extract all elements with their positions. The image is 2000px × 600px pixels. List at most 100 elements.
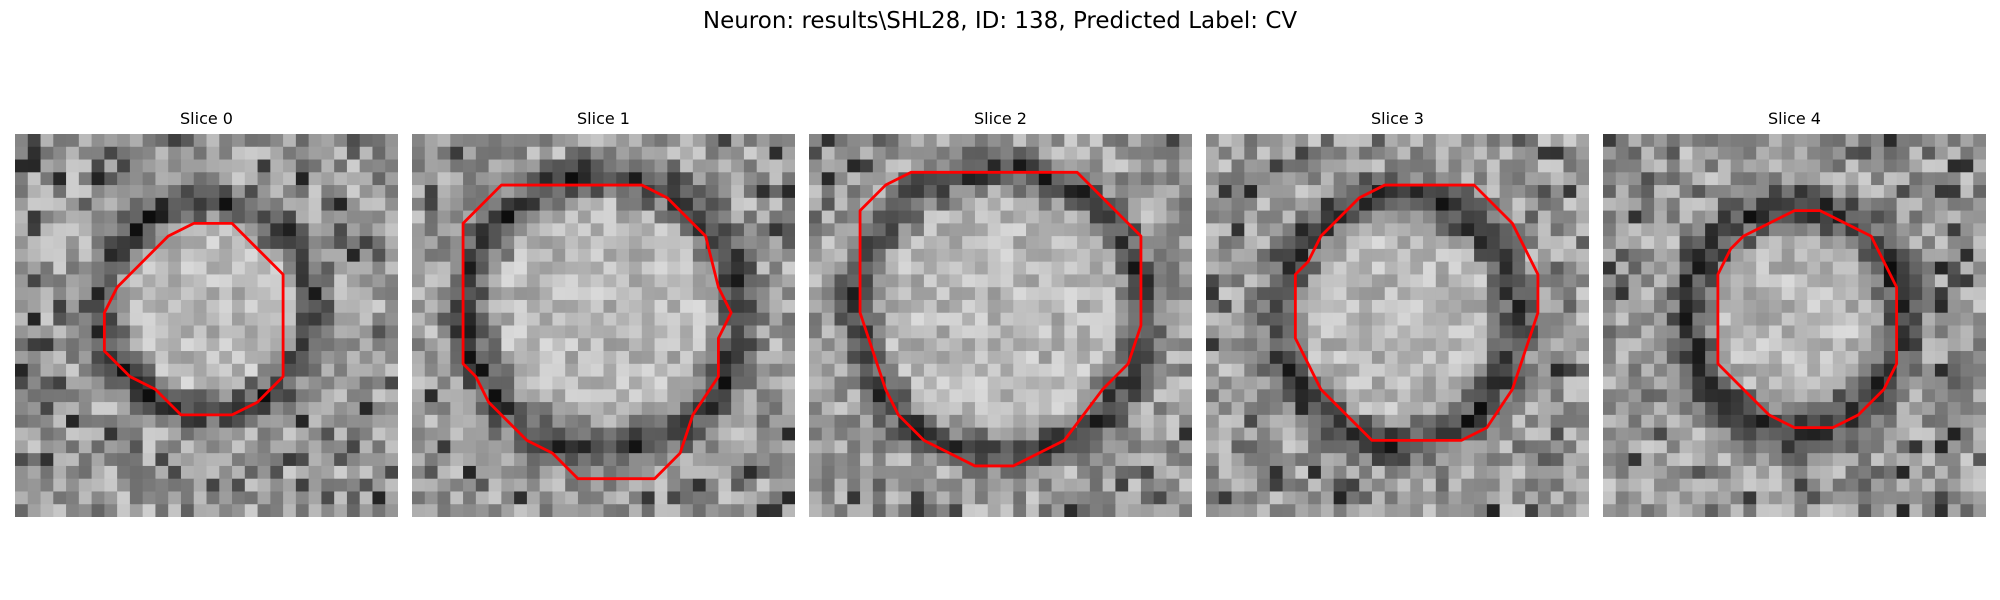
pixel [514, 338, 528, 352]
pixel [1384, 440, 1399, 454]
slice-panel-0: Slice 0 [15, 108, 398, 517]
pixel [1051, 363, 1065, 378]
pixel [514, 453, 528, 467]
pixel [577, 248, 592, 263]
pixel [1537, 453, 1552, 467]
pixel [514, 146, 528, 161]
pixel [1896, 363, 1910, 378]
pixel [1218, 159, 1233, 173]
pixel [232, 274, 246, 288]
pixel [15, 325, 29, 339]
pixel [270, 440, 284, 454]
pixel [1486, 363, 1501, 378]
pixel [1435, 389, 1450, 403]
pixel [1397, 287, 1411, 301]
pixel [450, 402, 464, 416]
pixel [1244, 363, 1258, 378]
pixel [539, 351, 553, 365]
pixel [1140, 402, 1155, 416]
pixel [219, 248, 233, 263]
pixel [1960, 172, 1974, 186]
pixel [898, 185, 912, 199]
pixel [821, 440, 836, 454]
pixel [1179, 197, 1192, 212]
pixel [898, 478, 912, 492]
pixel [1934, 299, 1949, 314]
pixel [1371, 299, 1386, 314]
pixel [1896, 236, 1910, 250]
pixel [692, 236, 707, 250]
pixel [898, 299, 912, 314]
pixel [1807, 465, 1821, 480]
pixel [1140, 159, 1155, 173]
pixel [1153, 223, 1167, 237]
pixel [463, 325, 477, 339]
pixel [629, 478, 643, 492]
pixel [437, 185, 451, 199]
pixel [437, 134, 451, 148]
pixel [1730, 274, 1744, 288]
pixel [168, 491, 182, 505]
pixel [1140, 134, 1155, 148]
pixel [949, 172, 963, 186]
pixel [1679, 299, 1693, 314]
pixel [1461, 287, 1475, 301]
pixel [1026, 287, 1040, 301]
pixel [1064, 363, 1078, 378]
pixel [1781, 325, 1796, 339]
pixel [974, 504, 989, 517]
pixel [680, 363, 694, 378]
pixel [463, 261, 477, 275]
pixel [1692, 504, 1706, 517]
pixel [488, 146, 502, 161]
pixel [1206, 440, 1220, 454]
pixel [1845, 504, 1859, 517]
pixel [1896, 478, 1910, 492]
pixel [1295, 236, 1309, 250]
pixel [629, 134, 643, 148]
pixel [680, 491, 694, 505]
pixel [603, 146, 617, 161]
pixel [718, 465, 732, 480]
pixel [782, 261, 795, 275]
pixel [463, 312, 477, 327]
pixel [923, 414, 938, 429]
pixel [1166, 248, 1180, 263]
pixel [743, 440, 758, 454]
pixel [1768, 351, 1783, 365]
pixel [1692, 491, 1706, 505]
pixel [1845, 376, 1859, 390]
pixel [244, 453, 259, 467]
pixel [911, 363, 925, 378]
pixel [949, 427, 963, 441]
pixel [1166, 325, 1180, 339]
pixel [1166, 440, 1180, 454]
pixel [1781, 465, 1796, 480]
pixel [769, 185, 783, 199]
pixel [1231, 338, 1245, 352]
pixel [117, 185, 131, 199]
pixel [718, 363, 732, 378]
pixel [1206, 134, 1220, 148]
pixel [1295, 172, 1309, 186]
pixel [1333, 134, 1347, 148]
pixel [565, 427, 579, 441]
pixel [756, 210, 770, 224]
pixel [1038, 325, 1053, 339]
pixel [142, 351, 156, 365]
pixel [321, 274, 335, 288]
pixel [911, 146, 925, 161]
pixel [412, 159, 426, 173]
pixel [1756, 504, 1770, 517]
pixel [1166, 504, 1180, 517]
pixel [1858, 159, 1872, 173]
pixel [1371, 274, 1386, 288]
pixel [1563, 363, 1577, 378]
pixel [577, 325, 592, 339]
pixel [1896, 185, 1910, 199]
pixel [782, 236, 795, 250]
pixel [1474, 287, 1488, 301]
pixel [1794, 312, 1808, 327]
pixel [769, 172, 783, 186]
pixel [1960, 440, 1974, 454]
